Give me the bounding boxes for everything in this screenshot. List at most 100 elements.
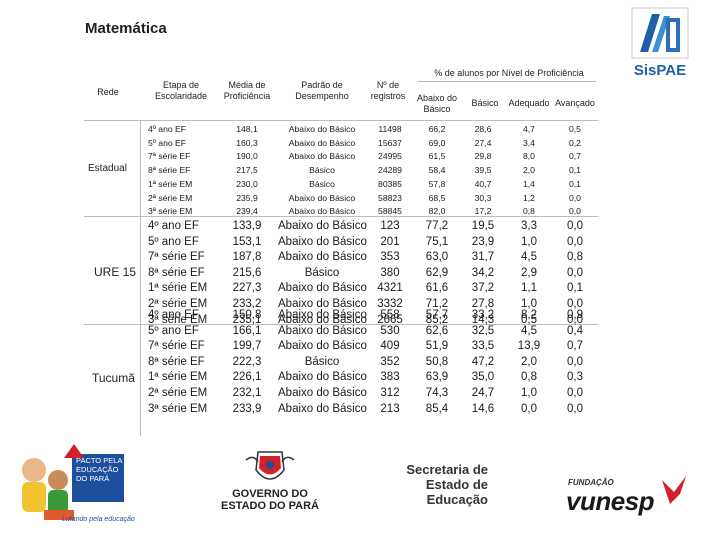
cell-media: 230,0 bbox=[236, 178, 258, 189]
cell-etapa: 4º ano EF bbox=[148, 309, 199, 321]
cell-padrao: Abaixo do Básico bbox=[278, 371, 367, 384]
cell-abaixo: 57,8 bbox=[428, 178, 446, 189]
cell-basico: 24,7 bbox=[471, 386, 495, 399]
column-etapa-1: 4º ano EF 5º ano EF 7ª série EF 8ª série EF… bbox=[148, 219, 208, 328]
cell-registros: 558 bbox=[380, 309, 400, 321]
group-divider-1 bbox=[84, 216, 598, 217]
cell-abaixo: 62,6 bbox=[425, 324, 449, 337]
governo-line-2: ESTADO DO PARÁ bbox=[221, 500, 319, 512]
cell-adequado: 4,5 bbox=[521, 251, 537, 264]
header-registros: Nº de registros bbox=[370, 80, 406, 101]
cell-padrao: Abaixo do Básico bbox=[278, 309, 367, 321]
cell-registros: 530 bbox=[380, 324, 400, 337]
cell-padrao: Básico bbox=[304, 266, 340, 279]
cell-padrao: Abaixo do Básico bbox=[288, 137, 356, 148]
cell-registros: 4321 bbox=[377, 282, 403, 295]
cell-abaixo: 63,0 bbox=[425, 251, 449, 264]
cell-padrao: Abaixo do Básico bbox=[288, 124, 356, 134]
pacto-line-3: DO PARÁ bbox=[76, 474, 110, 483]
cell-avancado: 0,8 bbox=[567, 251, 583, 264]
cell-basico: 27,4 bbox=[474, 137, 492, 148]
header-padrao: Padrão de Desempenho bbox=[295, 80, 349, 101]
column-adequado-1: 3,3 1,0 4,5 2,9 1,1 1,0 0,5 bbox=[506, 219, 552, 328]
column-registros-2: 558 530 409 352 383 312 213 bbox=[368, 308, 412, 417]
cell-media: 166,1 bbox=[232, 324, 262, 337]
cell-basico: 31,7 bbox=[471, 251, 495, 264]
cell-basico: 35,0 bbox=[471, 371, 495, 384]
header-nivel-group: % de alunos por Nível de Proficiência bbox=[434, 68, 584, 78]
cell-padrao: Básico bbox=[309, 165, 335, 176]
cell-avancado: 0,1 bbox=[569, 178, 581, 189]
column-adequado-2: 8,2 4,5 13,9 2,0 0,8 1,0 0,0 bbox=[506, 308, 552, 417]
header-avancado: Avançado bbox=[555, 98, 595, 108]
cell-basico: 33,5 bbox=[471, 340, 495, 353]
header-media: Média de Proficiência bbox=[223, 80, 271, 101]
cell-avancado: 0,1 bbox=[569, 165, 581, 176]
sispae-logo-text: SisPAE bbox=[633, 62, 687, 79]
column-padrao-1: Abaixo do Básico Abaixo do Básico Abaixo d… bbox=[278, 219, 367, 328]
header-adequado: Adequado bbox=[508, 98, 550, 108]
column-abaixo-1: 77,2 75,1 63,0 62,9 61,6 71,2 85,2 bbox=[414, 219, 460, 328]
cell-abaixo: 74,3 bbox=[425, 386, 449, 399]
cell-adequado: 1,1 bbox=[521, 282, 537, 295]
cell-abaixo: 57,7 bbox=[425, 309, 449, 321]
cell-adequado: 4,7 bbox=[523, 124, 535, 134]
cell-avancado: 0,2 bbox=[569, 137, 581, 148]
cell-etapa: 5º ano EF bbox=[148, 137, 187, 148]
cell-padrao: Abaixo do Básico bbox=[288, 151, 356, 162]
cell-avancado: 0,9 bbox=[567, 309, 583, 321]
cell-media: 199,7 bbox=[232, 340, 262, 353]
cell-padrao: Abaixo do Básico bbox=[278, 402, 367, 415]
cell-adequado: 4,5 bbox=[521, 324, 537, 337]
rede-label-ure15: URE 15 bbox=[94, 265, 137, 279]
header-rede: Rede bbox=[97, 87, 119, 97]
cell-abaixo: 63,9 bbox=[425, 371, 449, 384]
pacto-line-2: EDUCAÇÃO bbox=[76, 465, 119, 474]
cell-media: 226,1 bbox=[232, 371, 262, 384]
cell-padrao: Abaixo do Básico bbox=[278, 313, 367, 326]
cell-etapa: 3ª série EM bbox=[148, 402, 208, 415]
cell-etapa: 3ª série EM bbox=[148, 313, 208, 326]
cell-adequado: 3,4 bbox=[523, 137, 535, 148]
column-abaixo-2: 57,7 62,6 51,9 50,8 63,9 74,3 85,4 bbox=[414, 308, 460, 417]
column-basico-2: 33,2 32,5 33,5 47,2 35,0 24,7 14,6 bbox=[460, 308, 506, 417]
cell-abaixo: 51,9 bbox=[425, 340, 449, 353]
cell-abaixo: 75,1 bbox=[425, 235, 449, 248]
cell-etapa: 7ª série EF bbox=[148, 340, 205, 353]
cell-abaixo: 85,4 bbox=[425, 402, 449, 415]
header-etapa: Etapa de Escolaridade bbox=[154, 80, 208, 101]
cell-etapa: 5º ano EF bbox=[148, 324, 199, 337]
column-media-0: 148,1 160,3 190,0 217,5 230,0 235,9 239,4 bbox=[220, 123, 274, 219]
cell-media: 187,8 bbox=[232, 251, 262, 264]
cell-etapa: 2ª série EM bbox=[148, 386, 208, 399]
cell-media: 233,2 bbox=[232, 297, 262, 310]
cell-media: 148,1 bbox=[236, 124, 258, 134]
cell-registros: 58845 bbox=[378, 206, 402, 217]
cell-etapa: 7ª série EF bbox=[148, 151, 191, 162]
cell-basico: 39,5 bbox=[474, 165, 492, 176]
cell-padrao: Básico bbox=[309, 178, 335, 189]
cell-basico: 23,9 bbox=[471, 235, 495, 248]
cell-abaixo: 50,8 bbox=[425, 355, 449, 368]
cell-etapa: 1ª série EM bbox=[148, 282, 208, 295]
cell-basico: 14,3 bbox=[471, 313, 495, 326]
cell-registros: 2665 bbox=[377, 313, 403, 326]
cell-basico: 40,7 bbox=[474, 178, 492, 189]
cell-adequado: 2,0 bbox=[523, 165, 535, 176]
cell-media: 235,9 bbox=[236, 192, 258, 203]
cell-abaixo: 85,2 bbox=[425, 313, 449, 326]
cell-padrao: Abaixo do Básico bbox=[278, 297, 367, 310]
column-padrao-0: Abaixo do Básico Abaixo do Básico Abaixo d… bbox=[278, 123, 366, 219]
cell-avancado: 0,3 bbox=[567, 371, 583, 384]
cell-avancado: 0,5 bbox=[569, 124, 581, 134]
cell-etapa: 8ª série EF bbox=[148, 355, 205, 368]
cell-etapa: 8ª série EF bbox=[148, 266, 205, 279]
cell-registros: 80385 bbox=[378, 178, 402, 189]
cell-abaixo: 82,0 bbox=[428, 206, 446, 217]
cell-basico: 30,3 bbox=[474, 192, 492, 203]
cell-adequado: 0,0 bbox=[521, 402, 537, 415]
cell-media: 133,9 bbox=[232, 220, 262, 232]
pacto-line-1: PACTO PELA bbox=[76, 456, 123, 465]
column-media-2: 150,8 166,1 199,7 222,3 226,1 232,1 233,9 bbox=[220, 308, 274, 417]
cell-registros: 409 bbox=[380, 340, 400, 353]
